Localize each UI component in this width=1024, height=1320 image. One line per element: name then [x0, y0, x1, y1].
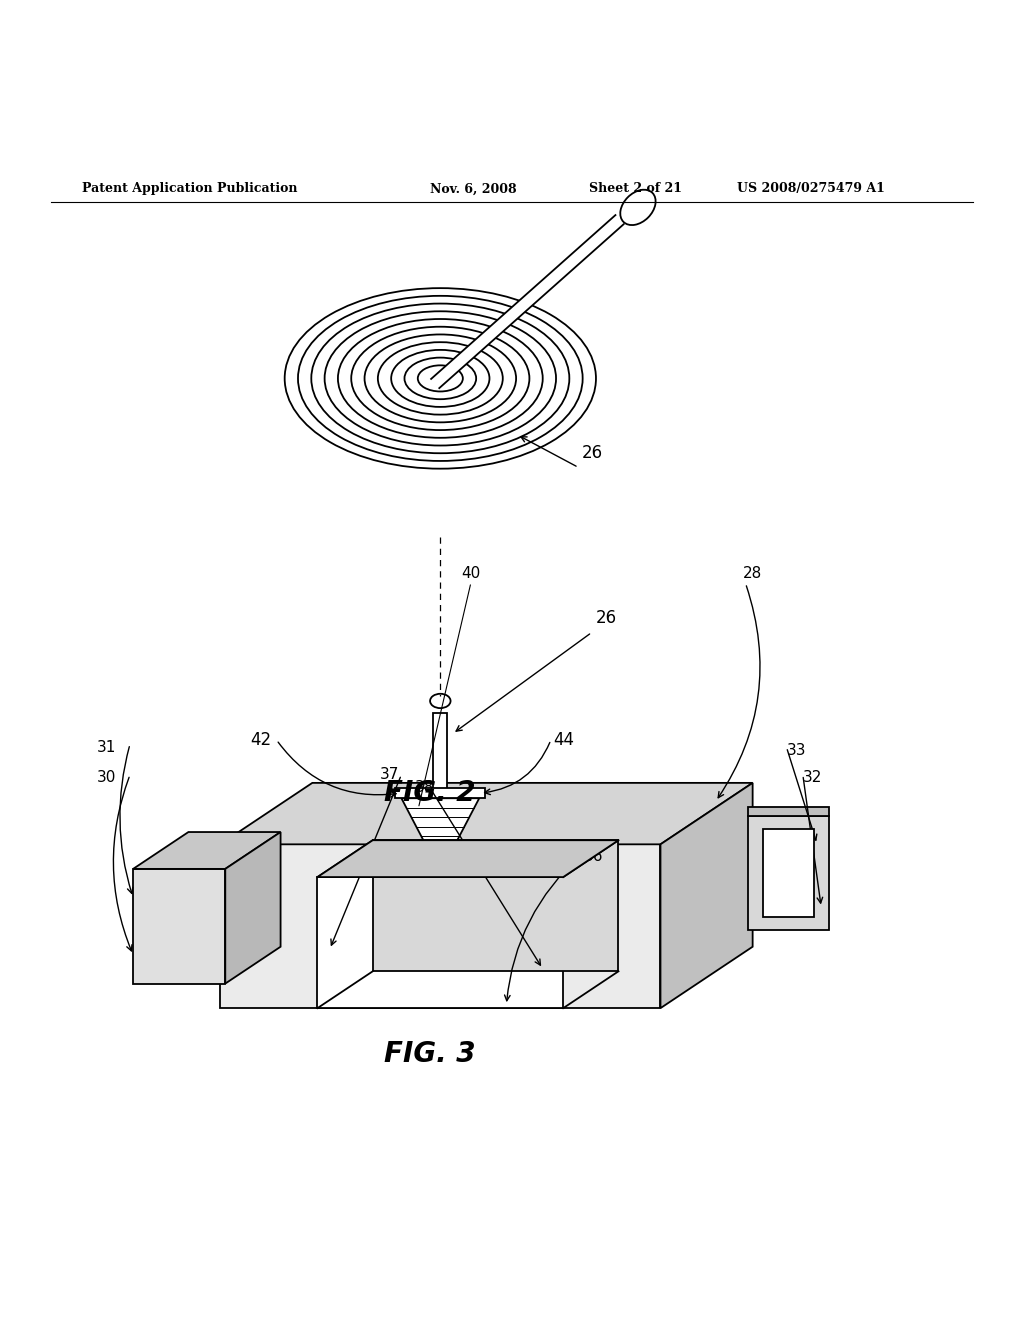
Text: Sheet 2 of 21: Sheet 2 of 21 [589, 182, 682, 195]
Bar [763, 829, 814, 916]
Text: US 2008/0275479 A1: US 2008/0275479 A1 [737, 182, 885, 195]
Text: 37: 37 [380, 767, 399, 783]
Polygon shape [220, 845, 660, 1008]
Text: 28: 28 [742, 566, 762, 581]
Text: 42: 42 [250, 731, 271, 748]
Text: 26: 26 [582, 445, 603, 462]
Polygon shape [433, 713, 447, 799]
Text: Patent Application Publication: Patent Application Publication [82, 182, 297, 195]
Polygon shape [317, 841, 618, 876]
Polygon shape [220, 783, 753, 845]
Text: 40: 40 [462, 566, 480, 581]
Text: 32: 32 [803, 771, 822, 785]
Text: 36: 36 [584, 849, 603, 865]
Polygon shape [431, 215, 624, 388]
Text: 38: 38 [415, 780, 434, 796]
Bar [373, 841, 618, 972]
Polygon shape [660, 783, 753, 1008]
Text: 26: 26 [596, 610, 617, 627]
Text: 31: 31 [97, 739, 117, 755]
Text: 44: 44 [553, 731, 574, 748]
Polygon shape [748, 816, 829, 931]
Polygon shape [225, 832, 281, 983]
Text: 30: 30 [97, 771, 117, 785]
Polygon shape [395, 788, 485, 799]
Polygon shape [133, 869, 225, 983]
Text: Nov. 6, 2008: Nov. 6, 2008 [430, 182, 517, 195]
Text: FIG. 3: FIG. 3 [384, 1040, 476, 1068]
Bar [317, 876, 563, 1008]
Text: FIG. 2: FIG. 2 [384, 779, 476, 807]
Text: 33: 33 [786, 743, 806, 758]
Polygon shape [748, 808, 829, 816]
Polygon shape [401, 799, 479, 865]
Polygon shape [133, 832, 281, 869]
